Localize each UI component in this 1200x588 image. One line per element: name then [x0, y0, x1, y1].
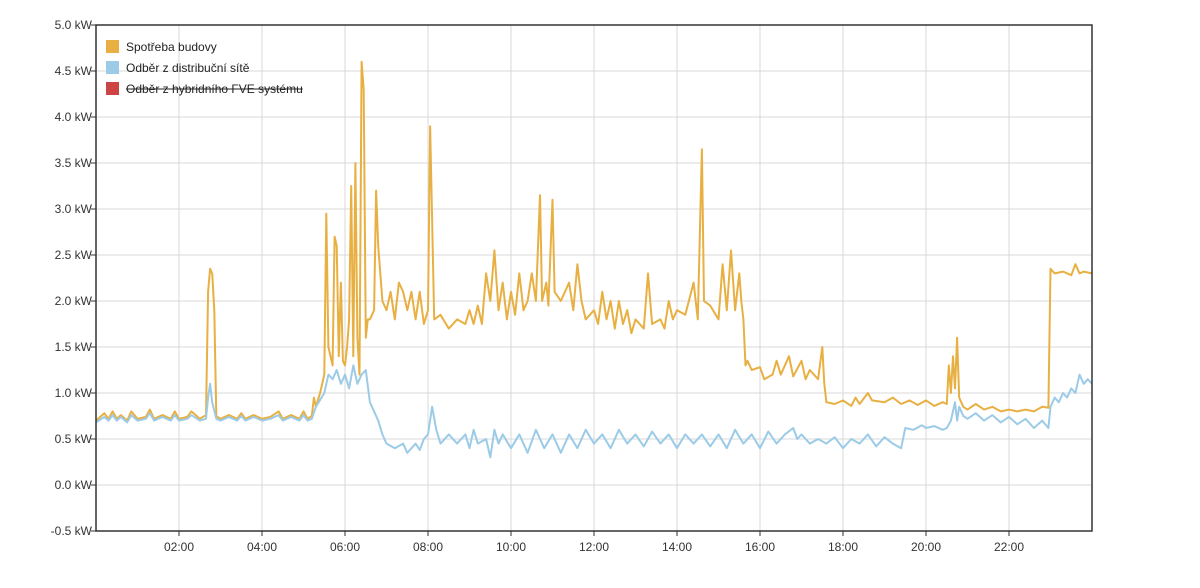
series-line-1: [95, 364, 1093, 459]
x-tick-label: 08:00: [413, 540, 443, 554]
y-axis-ticks: 5.0 kW 4.5 kW 4.0 kW 3.5 kW 3.0 kW 2.5 kW 2.0 …: [51, 18, 96, 538]
x-tick-label: 06:00: [330, 540, 360, 554]
y-tick-label: 2.5 kW: [55, 248, 93, 262]
x-tick-label: 16:00: [745, 540, 775, 554]
y-tick-label: 0.0 kW: [55, 478, 93, 492]
legend-swatch[interactable]: [106, 61, 119, 74]
legend-swatch[interactable]: [106, 82, 119, 95]
x-tick-label: 12:00: [579, 540, 609, 554]
x-tick-label: 02:00: [164, 540, 194, 554]
y-tick-label: 1.5 kW: [55, 340, 93, 354]
x-tick-label: 10:00: [496, 540, 526, 554]
y-tick-label: 4.0 kW: [55, 110, 93, 124]
y-tick-label: 0.5 kW: [55, 432, 93, 446]
series-line-0: [95, 60, 1093, 422]
x-tick-label: 04:00: [247, 540, 277, 554]
y-tick-label: 5.0 kW: [55, 18, 93, 32]
series-lines: [95, 60, 1093, 459]
x-tick-label: 18:00: [828, 540, 858, 554]
legend-label[interactable]: Odběr z distribuční sítě: [126, 61, 250, 75]
x-tick-label: 14:00: [662, 540, 692, 554]
x-tick-label: 22:00: [994, 540, 1024, 554]
x-axis-ticks: 02:00 04:00 06:00 08:00 10:00 12:00 14:00 16:00…: [164, 531, 1024, 554]
y-tick-label: 3.5 kW: [55, 156, 93, 170]
x-tick-label: 20:00: [911, 540, 941, 554]
y-tick-label: 1.0 kW: [55, 386, 93, 400]
y-tick-label: 3.0 kW: [55, 202, 93, 216]
legend-swatch[interactable]: [106, 40, 119, 53]
y-tick-label: 4.5 kW: [55, 64, 93, 78]
legend-label[interactable]: Spotřeba budovy: [126, 40, 217, 54]
y-tick-label: 2.0 kW: [55, 294, 93, 308]
y-tick-label: -0.5 kW: [51, 524, 93, 538]
